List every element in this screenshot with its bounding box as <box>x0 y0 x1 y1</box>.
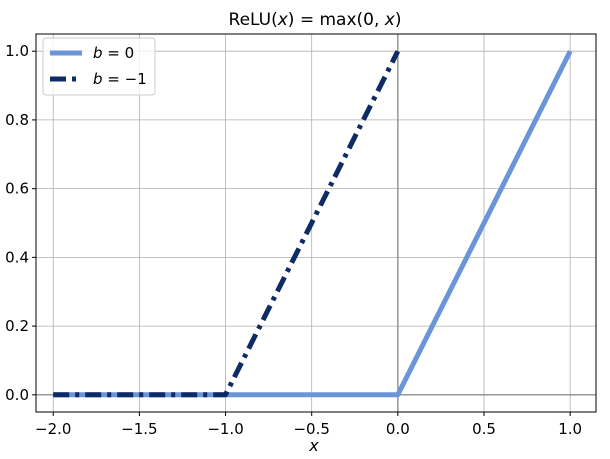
legend: b = 0 b = −1 <box>42 37 156 96</box>
x-tick-label: −1.0 <box>207 420 243 438</box>
chart-title: ReLU(x) = max(0, x) <box>229 10 402 30</box>
title-var1: x <box>277 10 289 30</box>
plot-frame <box>35 33 597 413</box>
x-tick-label: 1.0 <box>558 420 582 438</box>
y-tick-label: 0.8 <box>5 111 29 129</box>
series-line-1 <box>53 50 401 398</box>
y-tick-label: 0.2 <box>5 317 29 335</box>
x-tick-label: 0.5 <box>472 420 496 438</box>
y-tick-label: 0.4 <box>5 248 29 266</box>
series-lines <box>53 50 573 398</box>
title-mid: ) = max(0, <box>288 10 385 30</box>
x-ticks: −2.0 −1.5 −1.0 −0.5 0.0 0.5 1.0 <box>35 412 582 438</box>
legend-label-b0: b = 0 <box>93 44 134 62</box>
y-ticks: 0.0 0.2 0.4 0.6 0.8 1.0 <box>5 42 36 404</box>
x-tick-label: −2.0 <box>35 420 71 438</box>
x-tick-label: −1.5 <box>121 420 157 438</box>
x-axis-label: x <box>308 436 319 455</box>
title-pre: ReLU( <box>229 10 278 30</box>
title-var2: x <box>384 10 396 30</box>
legend-label-b-neg1: b = −1 <box>93 70 147 88</box>
y-tick-label: 0.6 <box>5 180 29 198</box>
title-post: ) <box>395 10 402 30</box>
x-tick-label: −0.5 <box>293 420 329 438</box>
y-tick-label: 0.0 <box>5 386 29 404</box>
y-tick-label: 1.0 <box>5 42 29 60</box>
x-tick-label: 0.0 <box>386 420 410 438</box>
